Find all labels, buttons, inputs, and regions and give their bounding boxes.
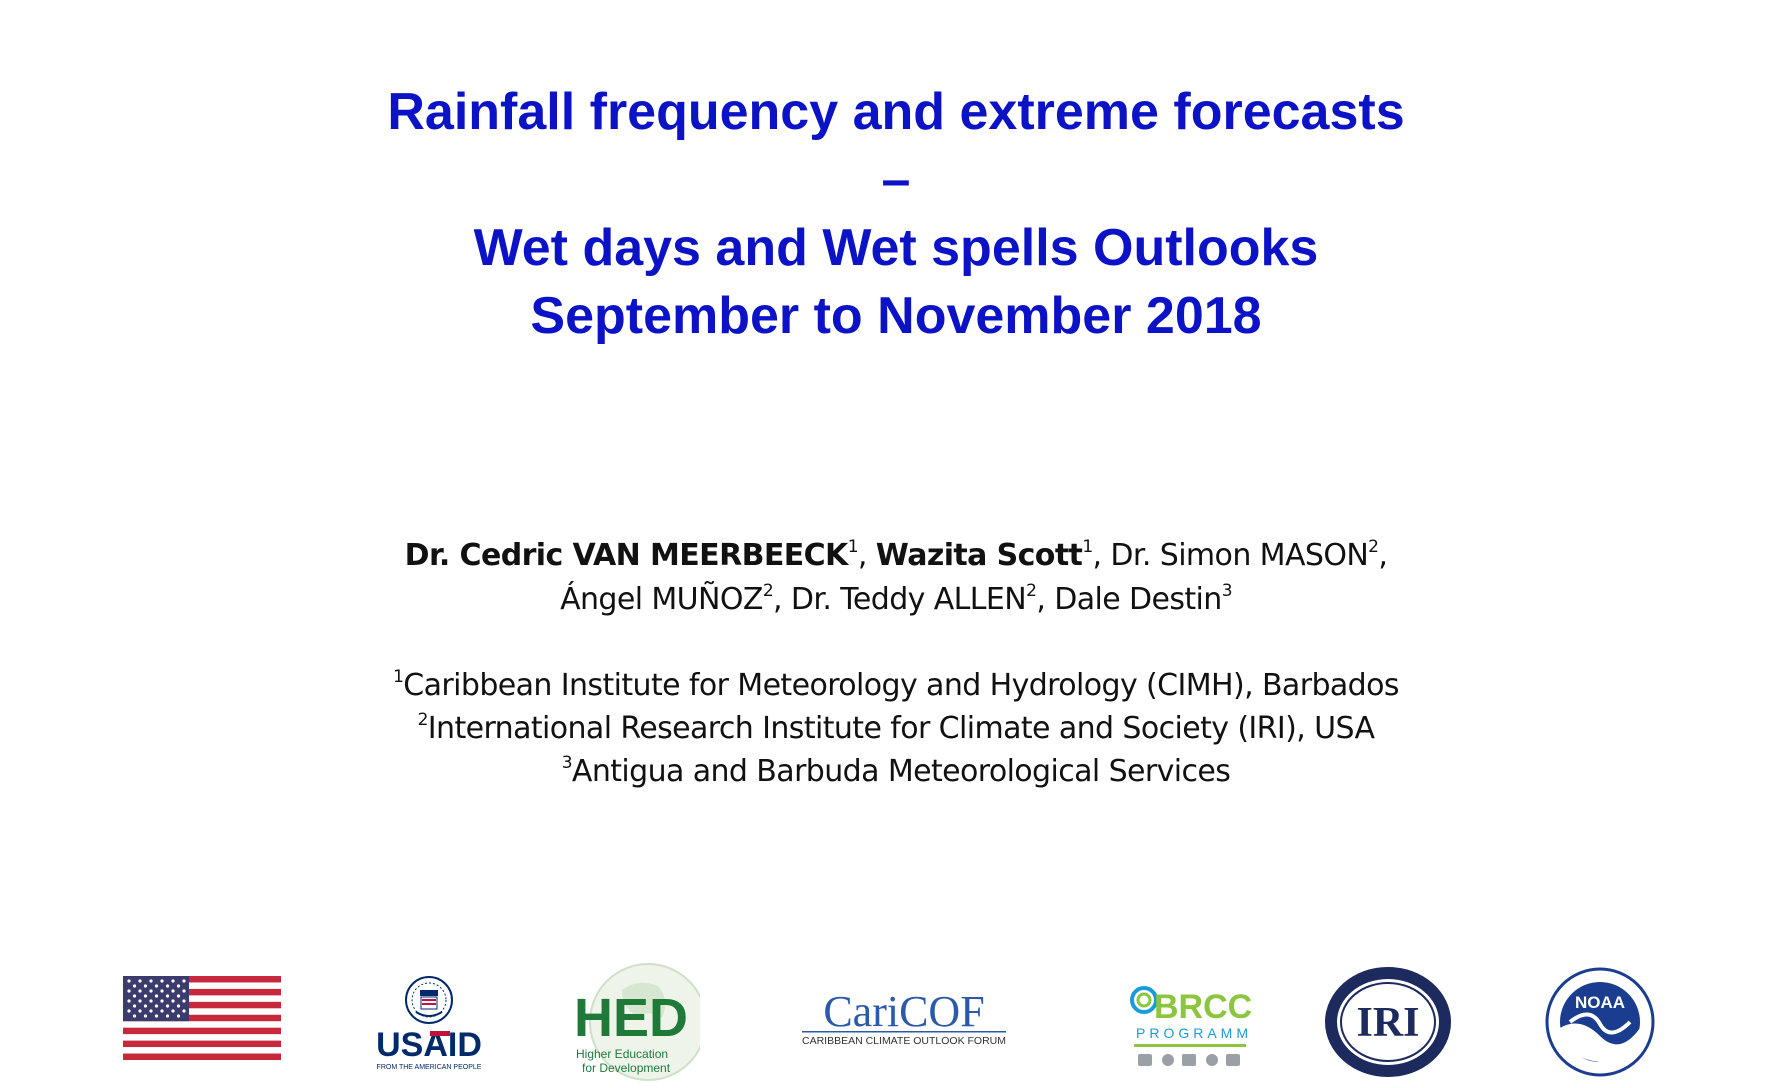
author-list: Dr. Cedric VAN MEERBEECK1, Wazita Scott1… [0,534,1792,622]
hed-sub-1: Higher Education [576,1047,668,1061]
author-sup: 2 [1368,537,1379,557]
affiliation: 1Caribbean Institute for Meteorology and… [393,667,1399,703]
title-line-4: September to November 2018 [530,287,1262,345]
affiliation: 3Antigua and Barbuda Meteorological Serv… [561,753,1231,789]
author-line-2: Ángel MUÑOZ2, Dr. Teddy ALLEN2, Dale Des… [560,581,1233,617]
usaid-logo: USAID FROM THE AMERICAN PEOPLE [370,976,488,1072]
iri-logo: IRI [1322,964,1454,1080]
brccc-programme: PROGRAMME [1136,1025,1252,1041]
author-sup: 2 [1026,581,1037,601]
usaid-wordmark: USAID [376,1026,482,1064]
title-dash: – [881,151,911,209]
author-sup: 1 [1082,537,1093,557]
author-name: Dale Destin [1054,582,1222,617]
title-line-3: Wet days and Wet spells Outlooks [473,219,1319,277]
hed-logo: HED Higher Education for Development [572,960,700,1084]
usaid-tagline: FROM THE AMERICAN PEOPLE [377,1064,482,1071]
hed-wordmark: HED [574,988,688,1048]
author-sup: 3 [1221,581,1233,601]
iri-wordmark: IRI [1356,1000,1419,1046]
caricof-logo: CariCOF CARIBBEAN CLIMATE OUTLOOK FORUM [800,990,1008,1050]
noaa-logo: NOAA [1545,966,1655,1078]
brccc-wordmark: BRCCC [1154,988,1252,1026]
author-name: Wazita Scott [875,538,1083,573]
affiliation: 2International Research Institute for Cl… [417,710,1375,746]
affiliation-list: 1Caribbean Institute for Meteorology and… [0,664,1792,793]
us-flag-logo [123,976,281,1060]
author-name: Dr. Cedric VAN MEERBEECK [404,538,849,573]
caricof-wordmark: CariCOF [823,990,984,1036]
author-name: Dr. Teddy ALLEN [790,582,1027,617]
author-sup: 1 [847,537,859,557]
author-line-1: Dr. Cedric VAN MEERBEECK1, Wazita Scott1… [404,537,1388,573]
noaa-wordmark: NOAA [1575,993,1625,1012]
author-name: Dr. Simon MASON [1110,538,1369,573]
title: Rainfall frequency and extreme forecasts… [0,78,1792,350]
author-sup: 2 [762,581,774,601]
caricof-tagline: CARIBBEAN CLIMATE OUTLOOK FORUM [802,1035,1006,1047]
title-line-1: Rainfall frequency and extreme forecasts [387,83,1405,141]
brccc-logo: BRCCC PROGRAMME [1130,980,1252,1072]
author-name: Ángel MUÑOZ [560,582,763,617]
hed-sub-2: for Development [582,1061,671,1075]
